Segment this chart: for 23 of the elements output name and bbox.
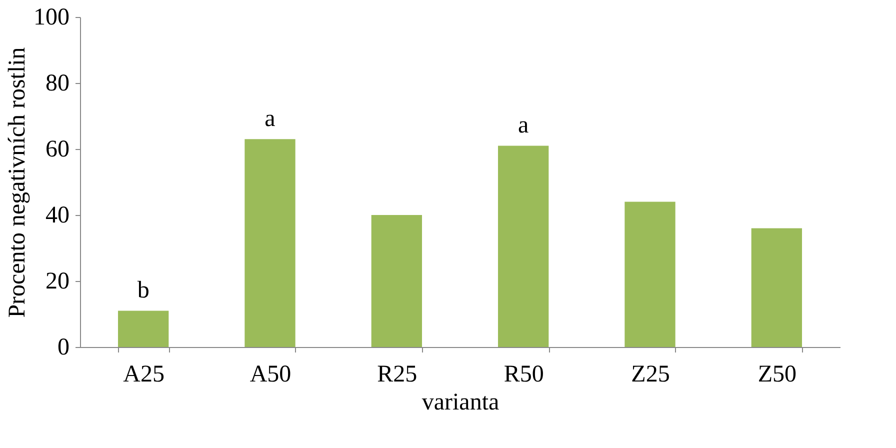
y-axis-title: Procento negativních rostlin bbox=[4, 47, 30, 318]
bar bbox=[118, 310, 169, 347]
x-tick-label: Z50 bbox=[758, 362, 797, 388]
bar bbox=[751, 228, 802, 347]
y-tick-label: 60 bbox=[46, 136, 70, 162]
bar bbox=[624, 202, 676, 347]
y-tick-label: 0 bbox=[58, 334, 70, 360]
annotation: b bbox=[137, 278, 150, 304]
bar bbox=[498, 146, 549, 347]
x-tick-label: A25 bbox=[123, 362, 165, 388]
x-tick-label: R50 bbox=[504, 362, 544, 388]
annotation: a bbox=[518, 112, 530, 139]
x-tick-label: R25 bbox=[377, 362, 418, 388]
x-axis-title: varianta bbox=[422, 390, 500, 416]
y-tick-label: 20 bbox=[46, 268, 70, 294]
y-tick-label: 40 bbox=[46, 202, 70, 228]
bar bbox=[244, 139, 296, 347]
x-tick-label: Z25 bbox=[631, 362, 670, 388]
annotation: a bbox=[264, 106, 276, 132]
y-tick-label: 100 bbox=[34, 4, 70, 30]
bar bbox=[371, 215, 422, 347]
x-tick-label: A50 bbox=[250, 362, 292, 388]
y-tick-label: 80 bbox=[46, 70, 70, 96]
